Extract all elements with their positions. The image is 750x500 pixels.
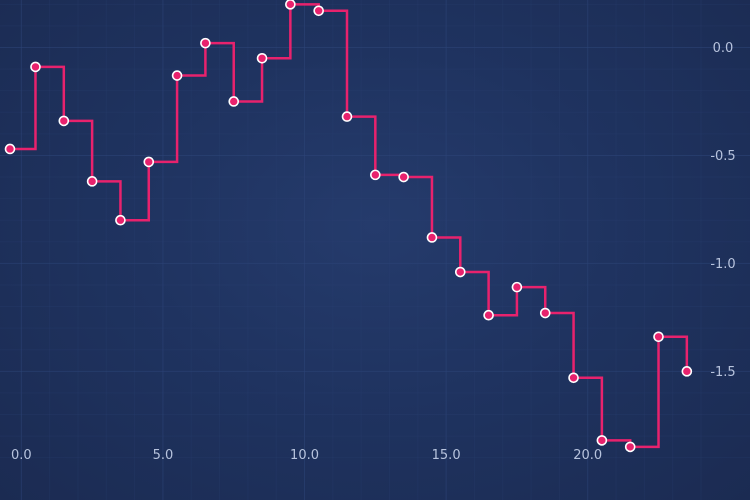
x-tick-label: 15.0: [432, 448, 461, 463]
data-point: [653, 331, 664, 343]
step-line-path: [10, 3, 689, 449]
data-point: [86, 176, 98, 187]
data-point: [143, 156, 155, 168]
data-point: [200, 37, 211, 49]
data-point: [341, 111, 353, 122]
data-point: [370, 169, 381, 181]
data-point: [285, 0, 296, 10]
data-point: [115, 214, 126, 226]
data-point: [454, 266, 466, 278]
data-point: [398, 171, 409, 183]
series-line: [10, 3, 689, 449]
y-tick-label: -1.5: [710, 365, 735, 380]
x-tick-label: 5.0: [153, 448, 174, 463]
data-point: [313, 5, 324, 17]
data-point: [624, 441, 636, 453]
data-markers: [4, 0, 693, 453]
data-point: [171, 70, 183, 81]
data-point: [426, 232, 438, 243]
x-tick-label: 20.0: [573, 448, 602, 463]
data-point: [511, 281, 523, 293]
data-point: [483, 309, 494, 321]
data-point: [58, 115, 70, 127]
y-tick-label: 0.0: [713, 41, 734, 56]
data-point: [539, 307, 551, 319]
data-point: [256, 52, 268, 64]
data-point: [681, 366, 693, 377]
y-tick-label: -0.5: [710, 149, 735, 164]
data-point: [228, 96, 240, 107]
data-point: [4, 143, 16, 155]
data-point: [568, 372, 579, 384]
data-point: [596, 435, 608, 446]
y-axis-ticks: 0.0 -0.5 -1.0 -1.5: [710, 41, 735, 380]
x-axis-ticks: 0.0 5.0 10.0 15.0 20.0: [11, 448, 602, 463]
data-point: [30, 61, 41, 73]
x-tick-label: 0.0: [11, 448, 32, 463]
x-tick-label: 10.0: [290, 448, 319, 463]
y-tick-label: -1.0: [710, 257, 735, 272]
